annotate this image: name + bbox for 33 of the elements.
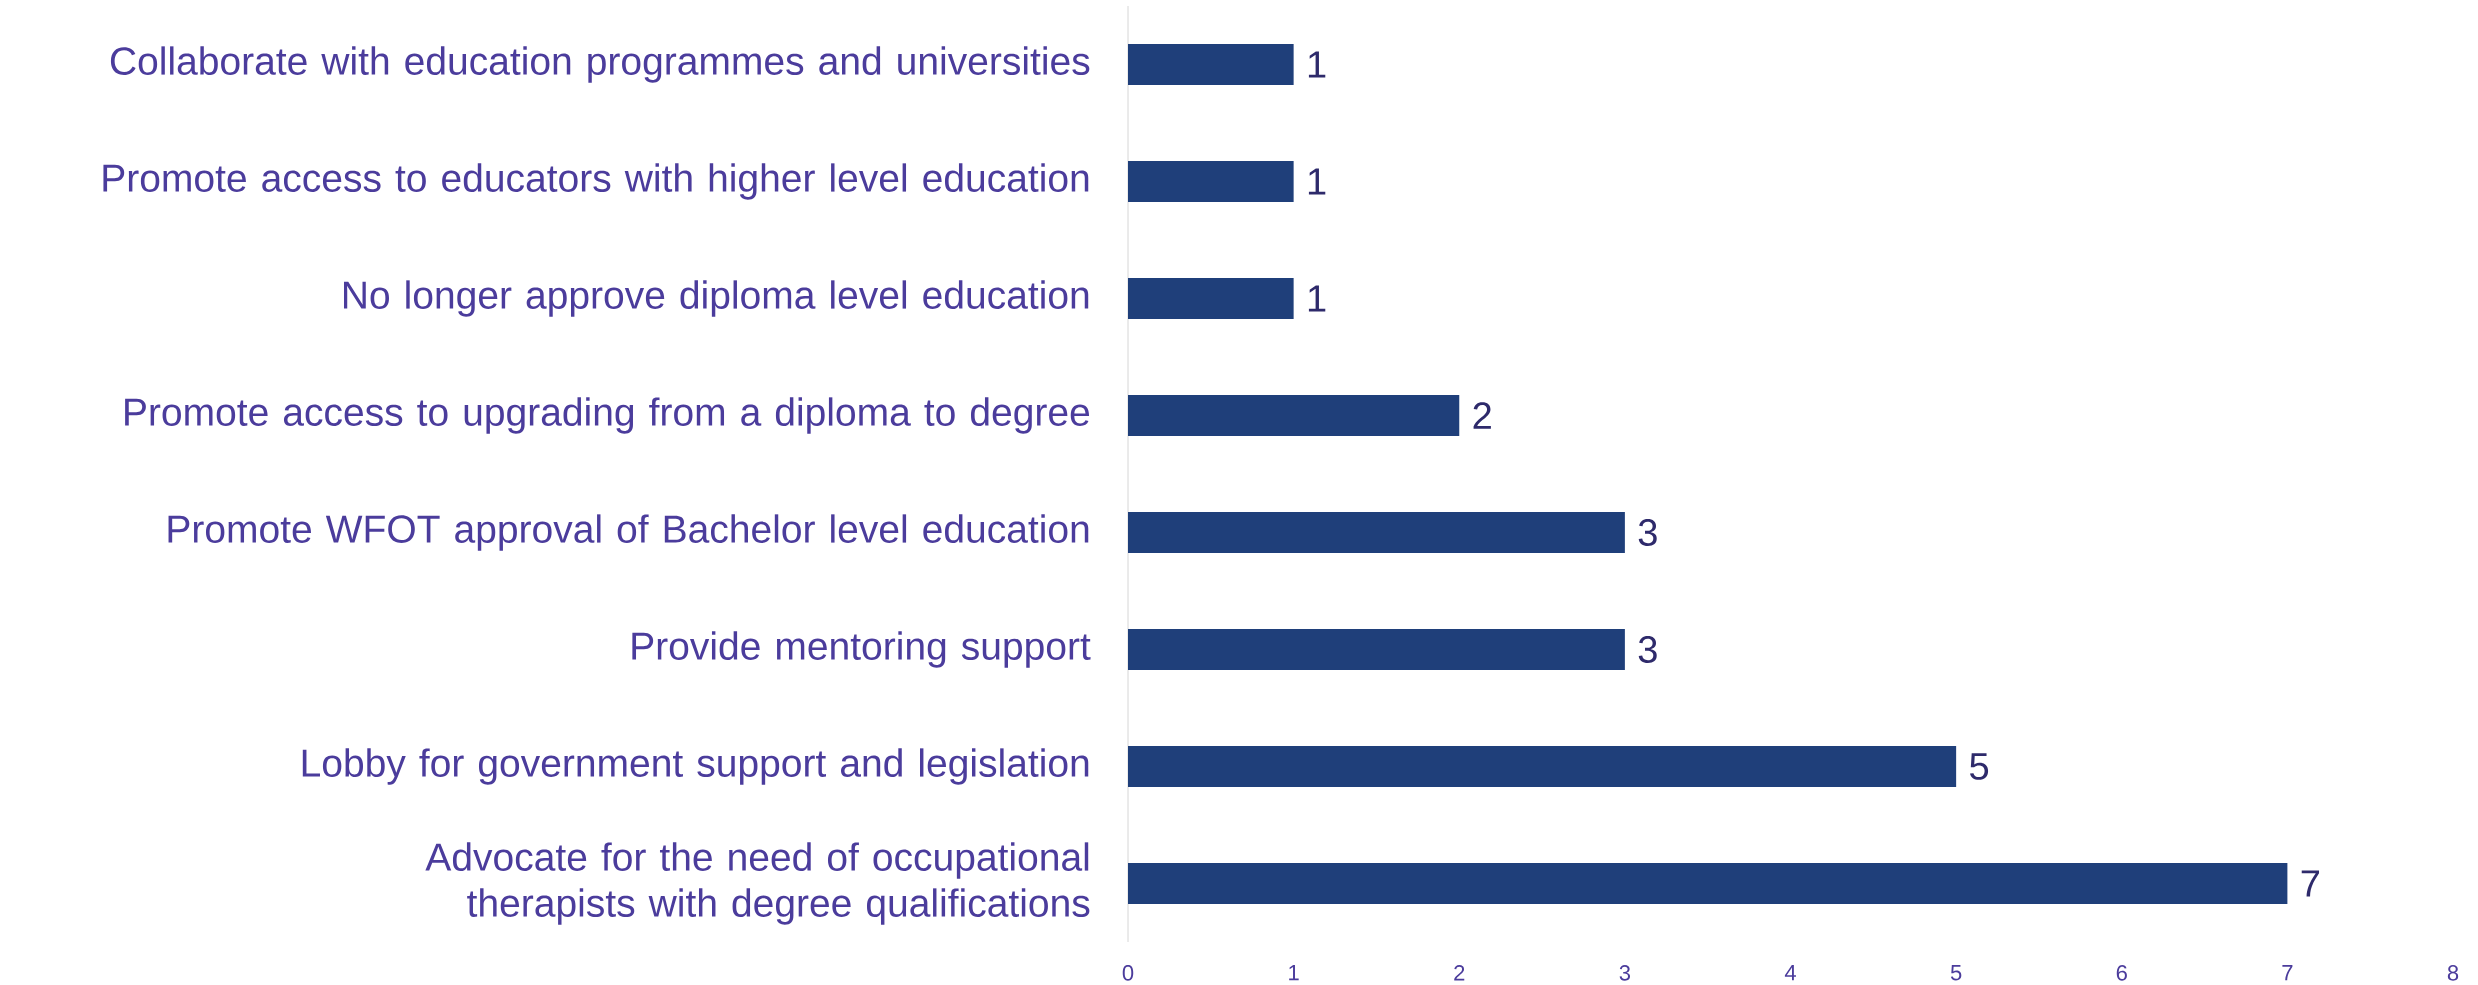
data-label: 2 [1473,402,1491,429]
data-label: 5 [1970,753,1989,780]
y-tick-label: Collaborate with education programmes and universities [110,46,1090,83]
bar [1128,395,1460,437]
y-tick-label: Promote WFOT approval of Bachelor level education [168,514,1089,551]
bar [1128,161,1294,203]
y-tick-label: No longer approve diploma level education [344,280,1089,317]
bar [1128,278,1294,320]
data-label: 1 [1308,285,1326,312]
y-tick-label: Advocate for the need of occupational therapists with degree qualifications [425,842,1090,925]
x-tick-label: 2 [1454,965,1465,981]
y-tick-label: Provide mentoring support [632,631,1091,668]
y-tick-label: Promote access to upgrading from a diploma to degree [125,397,1090,434]
x-tick-label: 6 [2116,965,2127,981]
data-label: 3 [1638,636,1657,663]
bar [1128,512,1625,554]
data-label: 1 [1308,51,1326,78]
y-tick-label: Lobby for government support and legislation [302,748,1089,785]
data-label: 3 [1638,519,1657,546]
data-label: 7 [2301,870,2320,897]
x-tick-label: 4 [1784,965,1796,981]
bar [1128,863,2288,905]
x-tick-label: 0 [1122,965,1134,981]
bar [1128,746,1957,788]
x-tick-label: 7 [2282,965,2293,981]
x-tick-label: 8 [2447,965,2459,981]
x-tick-label: 1 [1289,965,1299,981]
data-label: 1 [1308,168,1326,195]
y-tick-label: Promote access to educators with higher level education [103,163,1089,200]
x-tick-label: 5 [1950,965,1962,981]
bar [1128,629,1625,671]
bar [1128,44,1294,86]
x-tick-label: 3 [1619,965,1631,981]
